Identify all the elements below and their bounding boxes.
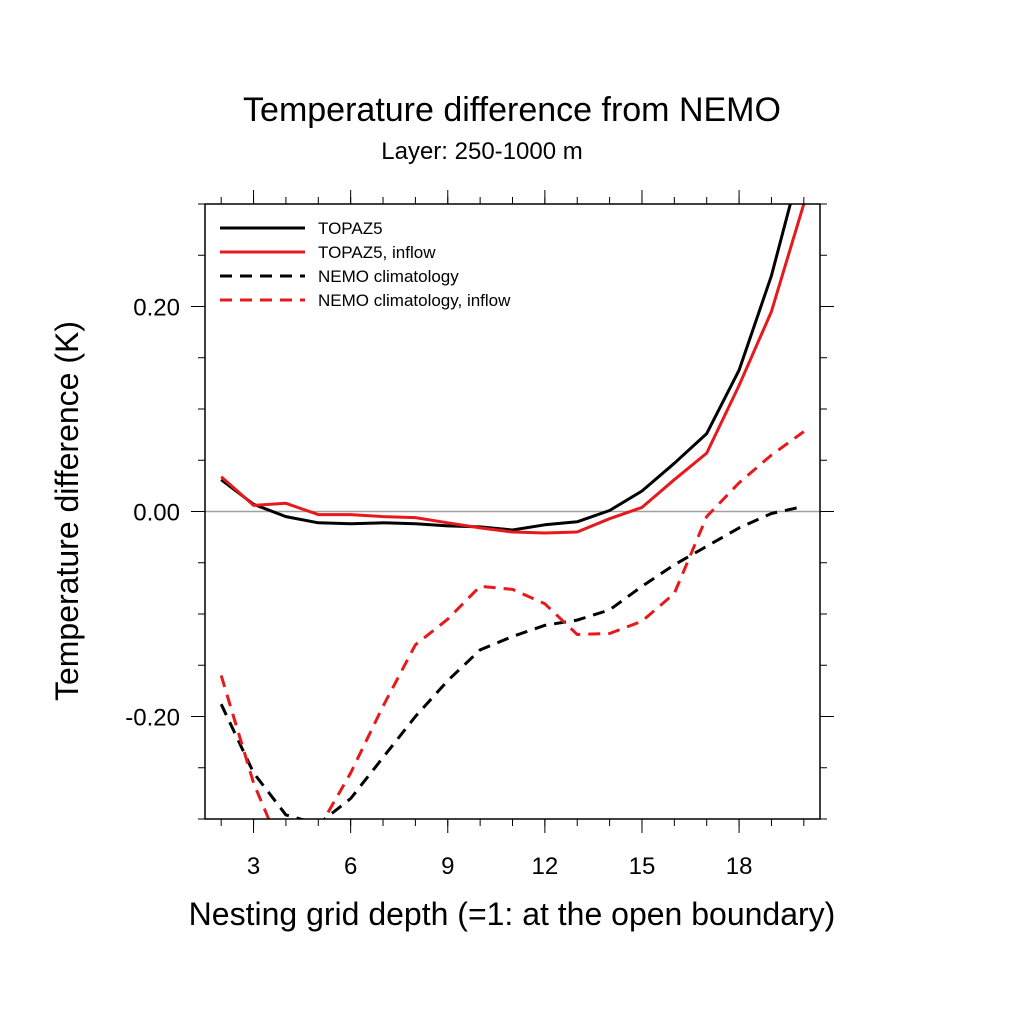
x-tick-label: 15	[629, 853, 656, 880]
x-tick-label: 3	[247, 853, 260, 880]
y-axis-label: Temperature difference (K)	[49, 321, 85, 701]
y-tick-label: 0.00	[133, 500, 180, 527]
legend: TOPAZ5 TOPAZ5, inflow NEMO climatology NEMO…	[220, 219, 511, 310]
legend-label-1: TOPAZ5	[318, 219, 383, 238]
y-tick-label: -0.20	[125, 705, 180, 732]
series-line-4	[219, 430, 805, 819]
series-line-1	[220, 204, 792, 532]
legend-label-3: NEMO climatology	[318, 267, 459, 286]
legend-label-4: NEMO climatology, inflow	[318, 291, 511, 310]
legend-label-2: TOPAZ5, inflow	[318, 243, 436, 262]
plot-frame	[204, 203, 821, 820]
series-line-3	[219, 504, 805, 819]
plot-area: 3 6 9 12 15 18 -0.20 0.00 0.20	[125, 190, 834, 880]
x-tick-label: 9	[441, 853, 454, 880]
y-tick-label: 0.20	[133, 295, 180, 322]
x-tick-label: 6	[344, 853, 357, 880]
series-line-2	[220, 204, 806, 535]
chart-title: Temperature difference from NEMO	[243, 91, 781, 129]
x-tick-label: 12	[532, 853, 559, 880]
chart-subtitle: Layer: 250-1000 m	[381, 138, 582, 165]
x-tick-label: 18	[726, 853, 753, 880]
x-axis-label: Nesting grid depth (=1: at the open boun…	[189, 896, 836, 932]
